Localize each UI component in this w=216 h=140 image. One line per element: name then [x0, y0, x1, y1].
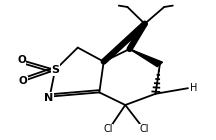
- Text: H: H: [190, 83, 197, 93]
- Text: Cl: Cl: [140, 124, 149, 135]
- Text: Cl: Cl: [103, 124, 113, 135]
- Text: N: N: [44, 93, 53, 103]
- Text: S: S: [51, 65, 59, 75]
- Text: O: O: [17, 55, 26, 65]
- Text: O: O: [18, 76, 27, 86]
- Polygon shape: [130, 49, 162, 67]
